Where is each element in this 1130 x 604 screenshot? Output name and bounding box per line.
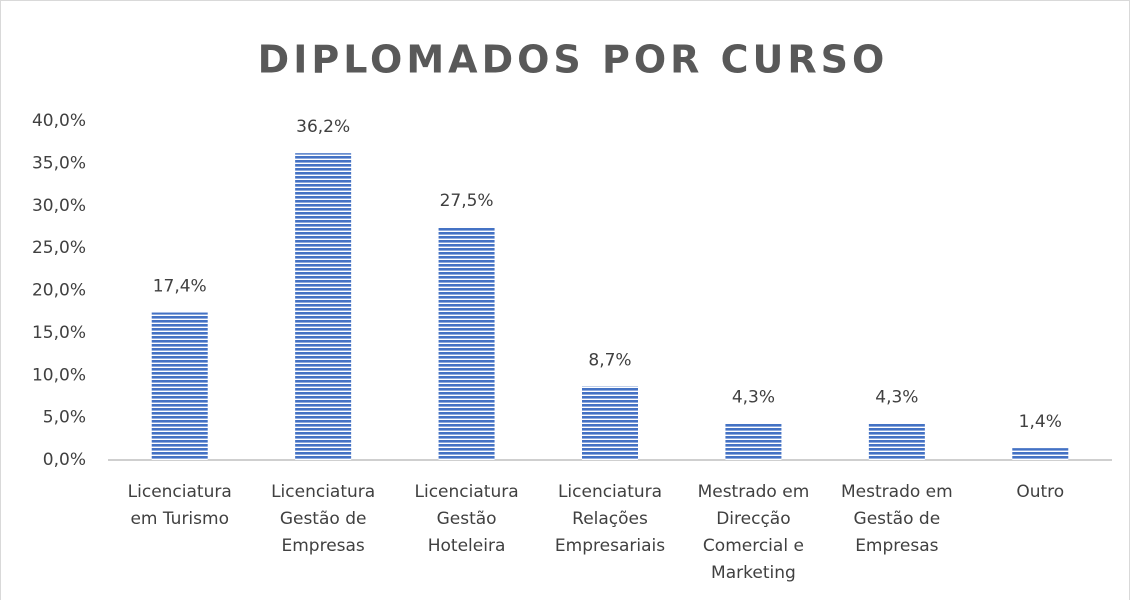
bar [725, 423, 782, 460]
data-label: 8,7% [588, 350, 631, 370]
x-tick-label: Mestrado em Direcção Comercial e Marketing [698, 482, 810, 583]
y-tick-label: 35,0% [32, 153, 86, 173]
bar [582, 386, 638, 460]
data-label: 4,3% [875, 388, 918, 408]
bar [438, 226, 495, 460]
y-tick-label: 40,0% [32, 111, 86, 131]
bar [151, 312, 208, 460]
x-tick-label: Mestrado em Gestão de Empresas [841, 482, 953, 556]
x-tick-label: Outro [1016, 482, 1064, 502]
bar [1012, 448, 1069, 460]
y-tick-label: 20,0% [32, 281, 86, 301]
y-tick-label: 15,0% [32, 323, 86, 343]
y-tick-label: 30,0% [32, 196, 86, 216]
y-tick-label: 10,0% [32, 365, 86, 385]
bar [295, 153, 352, 460]
data-label: 1,4% [1019, 412, 1062, 432]
bar [868, 423, 925, 460]
data-label: 4,3% [732, 388, 775, 408]
y-tick-label: 5,0% [43, 408, 86, 428]
y-tick-label: 0,0% [43, 450, 86, 470]
y-tick-label: 25,0% [32, 238, 86, 258]
data-label: 17,4% [153, 277, 207, 297]
data-label: 27,5% [440, 191, 494, 211]
x-tick-label: Licenciatura Gestão de Empresas [271, 482, 375, 556]
x-tick-label: Licenciatura em Turismo [128, 482, 232, 529]
data-label: 36,2% [296, 117, 350, 137]
x-tick-label: Licenciatura Relações Empresariais [555, 482, 665, 556]
chart-title: DIPLOMADOS POR CURSO [258, 38, 889, 82]
x-tick-label: Licenciatura Gestão Hoteleira [415, 482, 519, 556]
